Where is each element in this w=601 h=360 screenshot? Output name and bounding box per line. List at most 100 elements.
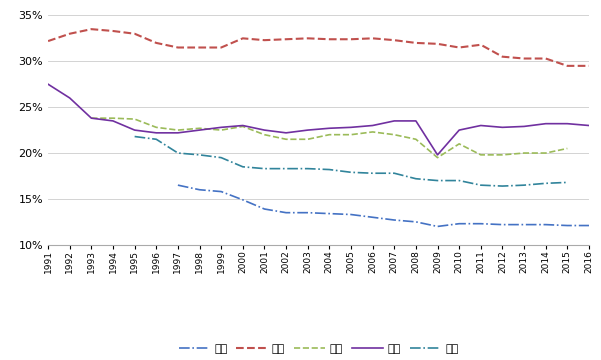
世界 xyxy=(456,179,463,183)
Line: 世界: 世界 xyxy=(135,136,567,186)
中国 xyxy=(174,45,182,50)
日本 xyxy=(369,130,376,134)
世界 xyxy=(391,171,398,175)
德国 xyxy=(131,128,138,132)
世界 xyxy=(520,183,528,187)
世界 xyxy=(239,165,246,169)
中国 xyxy=(456,45,463,50)
美国 xyxy=(261,207,268,211)
中国 xyxy=(88,27,95,31)
美国 xyxy=(456,221,463,226)
中国 xyxy=(369,36,376,40)
日本 xyxy=(434,156,441,160)
日本 xyxy=(391,132,398,137)
世界 xyxy=(347,170,355,175)
日本 xyxy=(88,116,95,120)
中国 xyxy=(196,45,203,50)
世界 xyxy=(196,153,203,157)
中国 xyxy=(218,45,225,50)
日本 xyxy=(542,151,549,155)
德国 xyxy=(369,123,376,128)
日本 xyxy=(347,132,355,137)
日本 xyxy=(239,124,246,129)
世界 xyxy=(542,181,549,185)
世界 xyxy=(174,151,182,155)
德国 xyxy=(261,128,268,132)
德国 xyxy=(239,123,246,128)
世界 xyxy=(304,166,311,171)
世界 xyxy=(412,176,419,181)
中国 xyxy=(261,38,268,42)
中国 xyxy=(499,54,506,59)
世界 xyxy=(218,156,225,160)
世界 xyxy=(477,183,484,187)
美国 xyxy=(196,188,203,192)
德国 xyxy=(174,131,182,135)
美国 xyxy=(369,215,376,220)
日本 xyxy=(304,137,311,141)
美国 xyxy=(564,223,571,228)
德国 xyxy=(564,122,571,126)
美国 xyxy=(304,211,311,215)
日本 xyxy=(131,117,138,121)
中国 xyxy=(347,37,355,41)
日本 xyxy=(326,132,333,137)
德国 xyxy=(391,119,398,123)
美国 xyxy=(391,218,398,222)
德国 xyxy=(347,125,355,130)
德国 xyxy=(153,131,160,135)
德国 xyxy=(585,123,593,128)
中国 xyxy=(109,29,117,33)
日本 xyxy=(153,125,160,130)
Line: 日本: 日本 xyxy=(91,118,567,158)
德国 xyxy=(304,128,311,132)
世界 xyxy=(434,179,441,183)
中国 xyxy=(585,64,593,68)
日本 xyxy=(499,153,506,157)
日本 xyxy=(564,146,571,150)
中国 xyxy=(412,41,419,45)
中国 xyxy=(153,41,160,45)
日本 xyxy=(477,153,484,157)
日本 xyxy=(196,126,203,130)
世界 xyxy=(499,184,506,188)
德国 xyxy=(499,125,506,130)
中国 xyxy=(239,36,246,40)
日本 xyxy=(261,132,268,137)
中国 xyxy=(434,42,441,46)
德国 xyxy=(456,128,463,132)
日本 xyxy=(282,137,290,141)
Line: 中国: 中国 xyxy=(48,29,589,66)
日本 xyxy=(109,116,117,120)
德国 xyxy=(44,82,52,86)
德国 xyxy=(434,153,441,157)
德国 xyxy=(282,131,290,135)
美国 xyxy=(499,222,506,227)
美国 xyxy=(585,223,593,228)
中国 xyxy=(391,38,398,42)
美国 xyxy=(542,222,549,227)
德国 xyxy=(218,125,225,130)
德国 xyxy=(326,126,333,130)
美国 xyxy=(239,198,246,202)
德国 xyxy=(520,124,528,129)
中国 xyxy=(542,57,549,61)
德国 xyxy=(109,119,117,123)
Line: 美国: 美国 xyxy=(178,185,589,226)
Legend: 美国, 中国, 日本, 德国, 世界: 美国, 中国, 日本, 德国, 世界 xyxy=(174,339,463,359)
美国 xyxy=(218,189,225,194)
日本 xyxy=(218,128,225,132)
中国 xyxy=(304,36,311,40)
中国 xyxy=(282,37,290,41)
世界 xyxy=(564,180,571,185)
世界 xyxy=(282,166,290,171)
德国 xyxy=(412,119,419,123)
中国 xyxy=(477,42,484,47)
中国 xyxy=(564,64,571,68)
德国 xyxy=(542,122,549,126)
中国 xyxy=(520,57,528,61)
世界 xyxy=(326,167,333,172)
美国 xyxy=(477,221,484,226)
中国 xyxy=(131,32,138,36)
德国 xyxy=(196,128,203,132)
